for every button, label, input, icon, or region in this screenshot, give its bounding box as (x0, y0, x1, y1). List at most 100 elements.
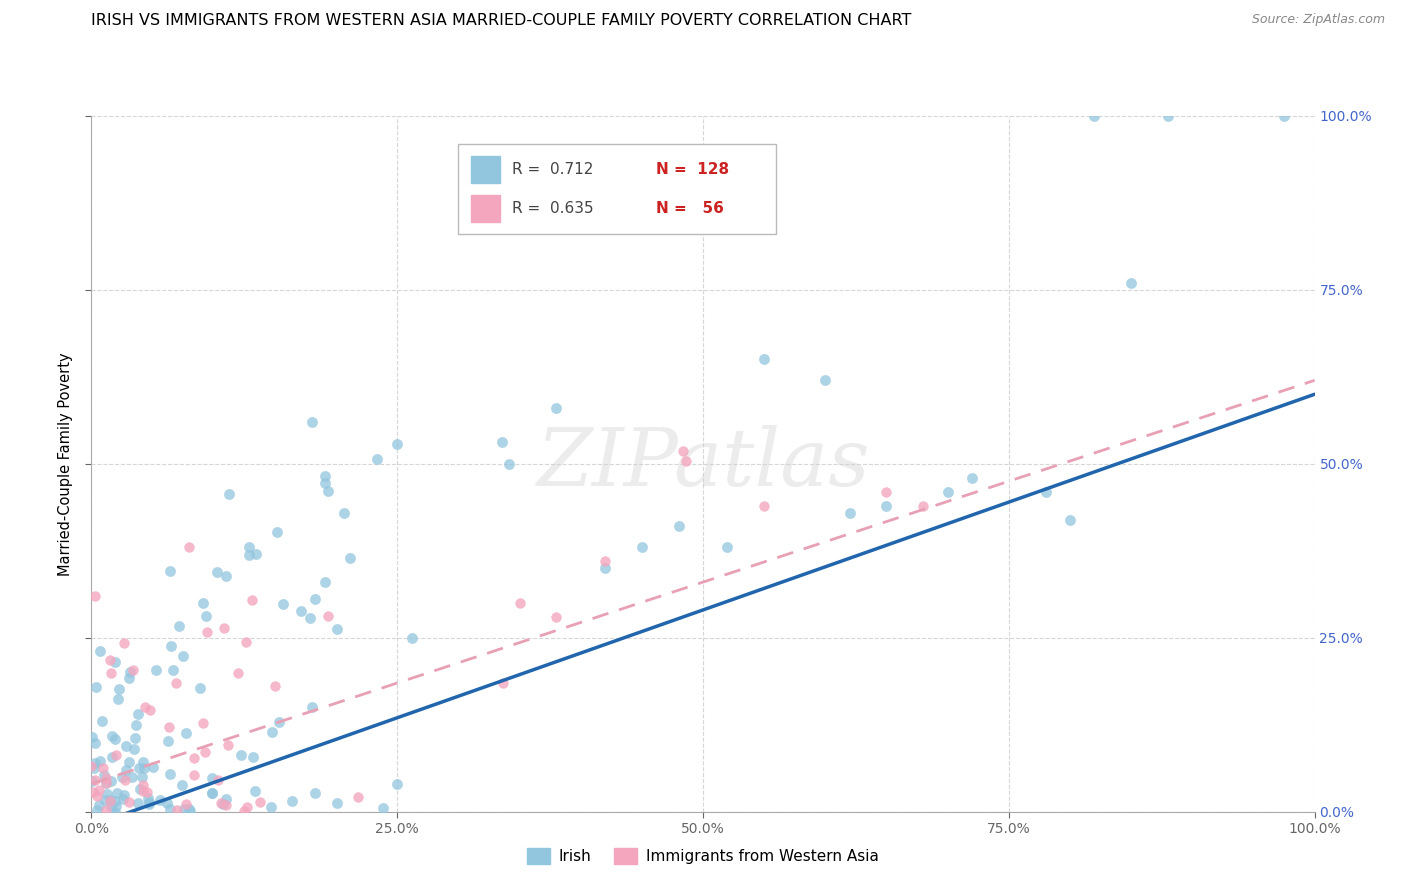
Point (318, 609, 340, 624)
Point (160, 640, 183, 654)
Point (1083, 109, 1105, 123)
Point (960, 471, 983, 485)
Point (194, 609, 217, 624)
Point (271, 597, 294, 611)
Point (245, 784, 267, 798)
Point (546, 610, 568, 624)
Point (936, 484, 959, 499)
Point (267, 714, 290, 729)
Point (301, 415, 323, 429)
Point (912, 499, 935, 513)
Point (195, 624, 218, 639)
Point (89, 798, 111, 813)
Point (233, 804, 256, 818)
Point (159, 801, 181, 815)
Point (207, 772, 229, 787)
Point (86, 789, 108, 803)
Point (118, 795, 141, 809)
Point (104, 655, 127, 669)
Point (132, 755, 155, 769)
Point (316, 483, 339, 498)
Point (128, 761, 150, 775)
Point (179, 541, 201, 555)
Point (100, 749, 122, 764)
Point (118, 665, 141, 680)
Text: N =  128: N = 128 (655, 161, 728, 177)
Point (249, 795, 271, 809)
Point (83, 761, 105, 775)
Point (138, 796, 160, 810)
Point (385, 777, 409, 791)
Point (546, 401, 568, 416)
Point (93, 793, 115, 807)
Point (1157, 109, 1180, 123)
Point (173, 802, 195, 816)
Point (156, 734, 179, 748)
Point (754, 352, 776, 367)
Point (491, 434, 513, 449)
Point (136, 790, 159, 805)
Point (401, 631, 423, 645)
Point (80, 759, 103, 773)
Point (94, 776, 117, 790)
Point (96, 787, 118, 801)
Point (104, 747, 127, 762)
Point (215, 568, 238, 582)
Point (179, 804, 201, 818)
Point (229, 747, 252, 762)
Point (304, 592, 326, 607)
Point (82, 730, 104, 744)
Point (127, 707, 149, 722)
Point (165, 676, 187, 690)
Point (117, 671, 139, 685)
Point (114, 773, 136, 788)
Point (93, 768, 115, 782)
Point (111, 770, 134, 784)
Text: N =   56: N = 56 (655, 202, 724, 217)
Point (104, 731, 127, 746)
Point (107, 691, 129, 706)
Point (93, 761, 115, 775)
Point (107, 786, 129, 800)
Point (314, 575, 336, 590)
Point (156, 796, 179, 810)
Point (1035, 484, 1057, 499)
Point (326, 622, 349, 636)
Point (875, 499, 898, 513)
Point (242, 750, 264, 764)
Point (301, 700, 323, 714)
Point (191, 596, 214, 610)
Point (498, 457, 520, 471)
Point (209, 796, 232, 810)
Point (86, 803, 108, 817)
Point (84, 756, 107, 770)
Point (148, 792, 170, 806)
Text: R =  0.712: R = 0.712 (512, 161, 593, 177)
Point (145, 663, 167, 677)
Point (387, 437, 409, 451)
Point (347, 790, 370, 805)
FancyBboxPatch shape (471, 195, 499, 222)
Point (80, 773, 103, 788)
Point (107, 682, 129, 697)
Point (98, 794, 121, 808)
Point (492, 676, 515, 690)
Point (194, 746, 217, 760)
Point (593, 561, 616, 575)
Point (205, 565, 228, 579)
Point (127, 796, 149, 810)
Point (201, 786, 224, 800)
Point (631, 541, 654, 555)
Point (94, 776, 117, 790)
Point (593, 554, 616, 568)
Point (238, 549, 260, 563)
Point (226, 665, 249, 680)
Point (90, 714, 112, 728)
Point (1272, 109, 1295, 123)
Point (134, 699, 156, 714)
Point (188, 681, 211, 695)
Point (215, 792, 238, 806)
Point (333, 506, 356, 520)
Point (157, 720, 180, 734)
Point (177, 801, 200, 815)
